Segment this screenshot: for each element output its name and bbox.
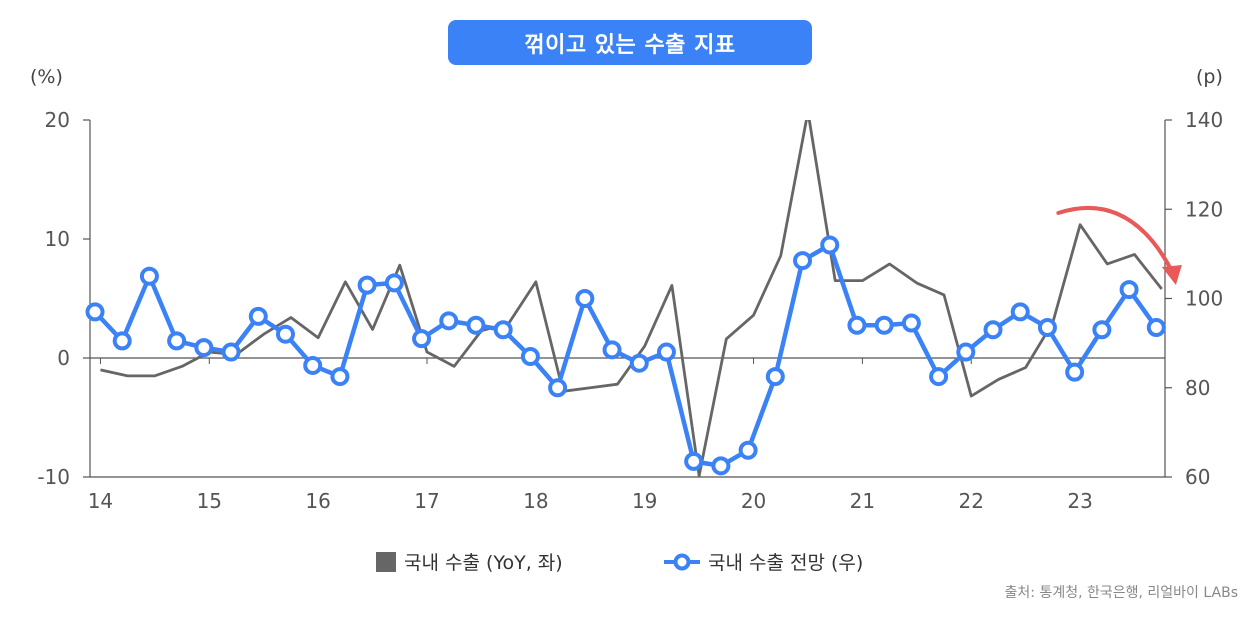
- legend-item-outlook: 국내 수출 전망 (우): [664, 548, 863, 575]
- right-tick-label: 120: [1185, 197, 1223, 221]
- series-point-exports-outlook: [493, 320, 513, 340]
- legend-item-exports: 국내 수출 (YoY, 좌): [376, 548, 563, 575]
- series-point-exports-outlook: [1010, 302, 1030, 322]
- series-point-exports-outlook: [629, 353, 649, 373]
- series-line-exports-outlook: [93, 242, 1159, 469]
- series-point-exports-outlook: [901, 313, 921, 333]
- series-point-exports-outlook: [765, 367, 785, 387]
- series-point-exports-outlook: [439, 311, 459, 331]
- series-point-exports-outlook: [466, 315, 486, 335]
- right-tick-label: 60: [1185, 465, 1210, 489]
- series-point-exports-outlook: [656, 342, 676, 362]
- series-point-exports-outlook: [139, 266, 159, 286]
- right-axis-unit: (p): [1196, 66, 1223, 88]
- x-tick-label: 22: [959, 489, 984, 513]
- legend-marker-outlook: [664, 553, 700, 570]
- trend-arrow-curve: [1056, 205, 1174, 273]
- series-point-exports-outlook: [194, 338, 214, 358]
- series-point-exports-outlook: [275, 324, 295, 344]
- series-point-exports-outlook: [248, 306, 268, 326]
- series-point-exports-outlook: [330, 367, 350, 387]
- x-tick-label: 17: [414, 489, 439, 513]
- series-point-exports-outlook: [167, 331, 187, 351]
- series-point-exports-outlook: [1037, 318, 1057, 338]
- series-point-exports-outlook: [929, 367, 949, 387]
- left-tick-label: 0: [57, 346, 70, 370]
- left-tick-label: 10: [45, 227, 70, 251]
- series-point-exports-outlook: [956, 342, 976, 362]
- series-point-exports-outlook: [874, 315, 894, 335]
- chart-title: 꺾이고 있는 수출 지표: [524, 32, 736, 58]
- legend-label-outlook: 국내 수출 전망 (우): [708, 552, 864, 574]
- source-note: 출처: 통계청, 한국은행, 리얼바이 LABs: [1004, 585, 1238, 601]
- x-tick-label: 15: [197, 489, 222, 513]
- right-tick-label: 140: [1185, 108, 1223, 132]
- right-tick-label: 100: [1185, 287, 1223, 311]
- series-point-exports-outlook: [85, 302, 105, 322]
- x-tick-label: 21: [850, 489, 875, 513]
- series-point-exports-outlook: [820, 235, 840, 255]
- x-tick-label: 14: [88, 489, 113, 513]
- series-point-exports-outlook: [1146, 318, 1166, 338]
- series-point-exports-outlook: [384, 273, 404, 293]
- legend-label-exports: 국내 수출 (YoY, 좌): [404, 552, 563, 574]
- series-point-exports-outlook: [1119, 280, 1139, 300]
- series-point-exports-outlook: [575, 289, 595, 308]
- series-point-exports-outlook: [711, 456, 731, 476]
- x-tick-label: 16: [305, 489, 330, 513]
- series-point-exports-outlook: [412, 329, 432, 349]
- series-point-exports-outlook: [602, 340, 622, 360]
- series-point-exports-outlook: [221, 342, 241, 362]
- x-tick-label: 18: [523, 489, 548, 513]
- x-tick-label: 19: [632, 489, 657, 513]
- series-point-exports-outlook: [1092, 320, 1112, 340]
- series-point-exports-outlook: [520, 347, 540, 367]
- left-axis-unit: (%): [30, 66, 63, 88]
- series-point-exports-outlook: [684, 451, 704, 471]
- series-point-exports-outlook: [548, 378, 568, 398]
- series-line-exports-yoy: [100, 120, 1163, 477]
- left-tick-label: 20: [45, 108, 70, 132]
- series-point-exports-outlook: [1065, 362, 1085, 382]
- legend-swatch-exports: [376, 551, 396, 572]
- x-tick-label: 23: [1067, 489, 1092, 513]
- x-tick-label: 20: [741, 489, 766, 513]
- series-point-exports-outlook: [847, 315, 867, 335]
- series-point-exports-outlook: [112, 331, 132, 351]
- series-point-exports-outlook: [303, 355, 323, 375]
- series-point-exports-outlook: [983, 320, 1003, 340]
- trend-arrow-head: [1161, 265, 1182, 285]
- right-tick-label: 80: [1185, 376, 1210, 400]
- series-point-exports-outlook: [357, 275, 377, 295]
- left-tick-label: -10: [37, 465, 70, 489]
- series-point-exports-outlook: [793, 251, 813, 271]
- series-point-exports-outlook: [738, 440, 758, 460]
- chart-title-box: 꺾이고 있는 수출 지표: [448, 20, 812, 65]
